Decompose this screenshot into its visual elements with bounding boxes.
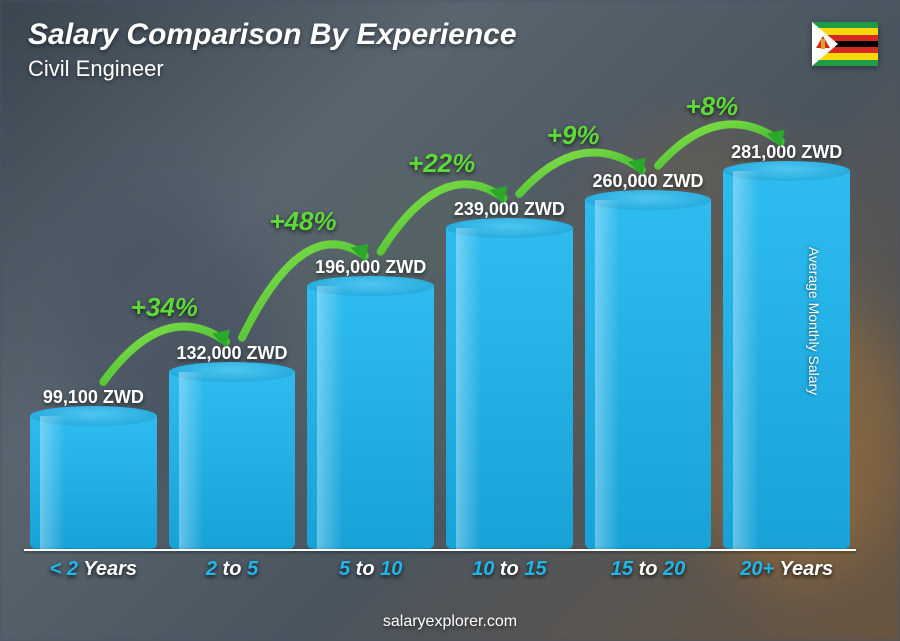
bar-slot: 281,000 ZWD (723, 120, 850, 549)
bar-value-label: 99,100 ZWD (43, 387, 144, 408)
bars-container: 99,100 ZWD 132,000 ZWD 196,000 ZWD 239,000 … (30, 120, 850, 549)
bar (723, 171, 850, 549)
bar-value-label: 196,000 ZWD (315, 257, 426, 278)
increase-percent-badge: +8% (685, 91, 738, 122)
x-axis-label: 15 to 20 (585, 558, 712, 581)
page-title: Salary Comparison By Experience (28, 18, 517, 52)
bar-value-label: 132,000 ZWD (176, 343, 287, 364)
country-flag-icon (812, 22, 878, 66)
header: Salary Comparison By Experience Civil En… (28, 18, 517, 82)
bar-slot: 99,100 ZWD (30, 120, 157, 549)
bar-slot: 196,000 ZWD (307, 120, 434, 549)
bar (30, 416, 157, 549)
page-subtitle: Civil Engineer (28, 56, 517, 82)
bar (307, 286, 434, 549)
increase-percent-badge: +9% (547, 120, 600, 151)
chart-area: 99,100 ZWD 132,000 ZWD 196,000 ZWD 239,000 … (30, 120, 850, 581)
increase-percent-badge: +48% (269, 206, 336, 237)
bar-slot: 239,000 ZWD (446, 120, 573, 549)
bar-slot: 260,000 ZWD (585, 120, 712, 549)
bar-slot: 132,000 ZWD (169, 120, 296, 549)
x-axis-label: < 2 Years (30, 558, 157, 581)
footer-attribution: salaryexplorer.com (0, 613, 900, 631)
increase-percent-badge: +34% (131, 292, 198, 323)
x-axis-label: 2 to 5 (169, 558, 296, 581)
x-axis: < 2 Years 2 to 5 5 to 10 10 to 15 15 to 20 20… (30, 558, 850, 581)
x-axis-label: 20+ Years (723, 558, 850, 581)
bar-value-label: 281,000 ZWD (731, 142, 842, 163)
bar-value-label: 239,000 ZWD (454, 199, 565, 220)
chart-baseline (24, 549, 856, 551)
bar (585, 200, 712, 549)
x-axis-label: 10 to 15 (446, 558, 573, 581)
bar (446, 228, 573, 549)
increase-percent-badge: +22% (408, 148, 475, 179)
x-axis-label: 5 to 10 (307, 558, 434, 581)
y-axis-label: Average Monthly Salary (806, 246, 822, 394)
bar-value-label: 260,000 ZWD (592, 171, 703, 192)
bar (169, 372, 296, 549)
